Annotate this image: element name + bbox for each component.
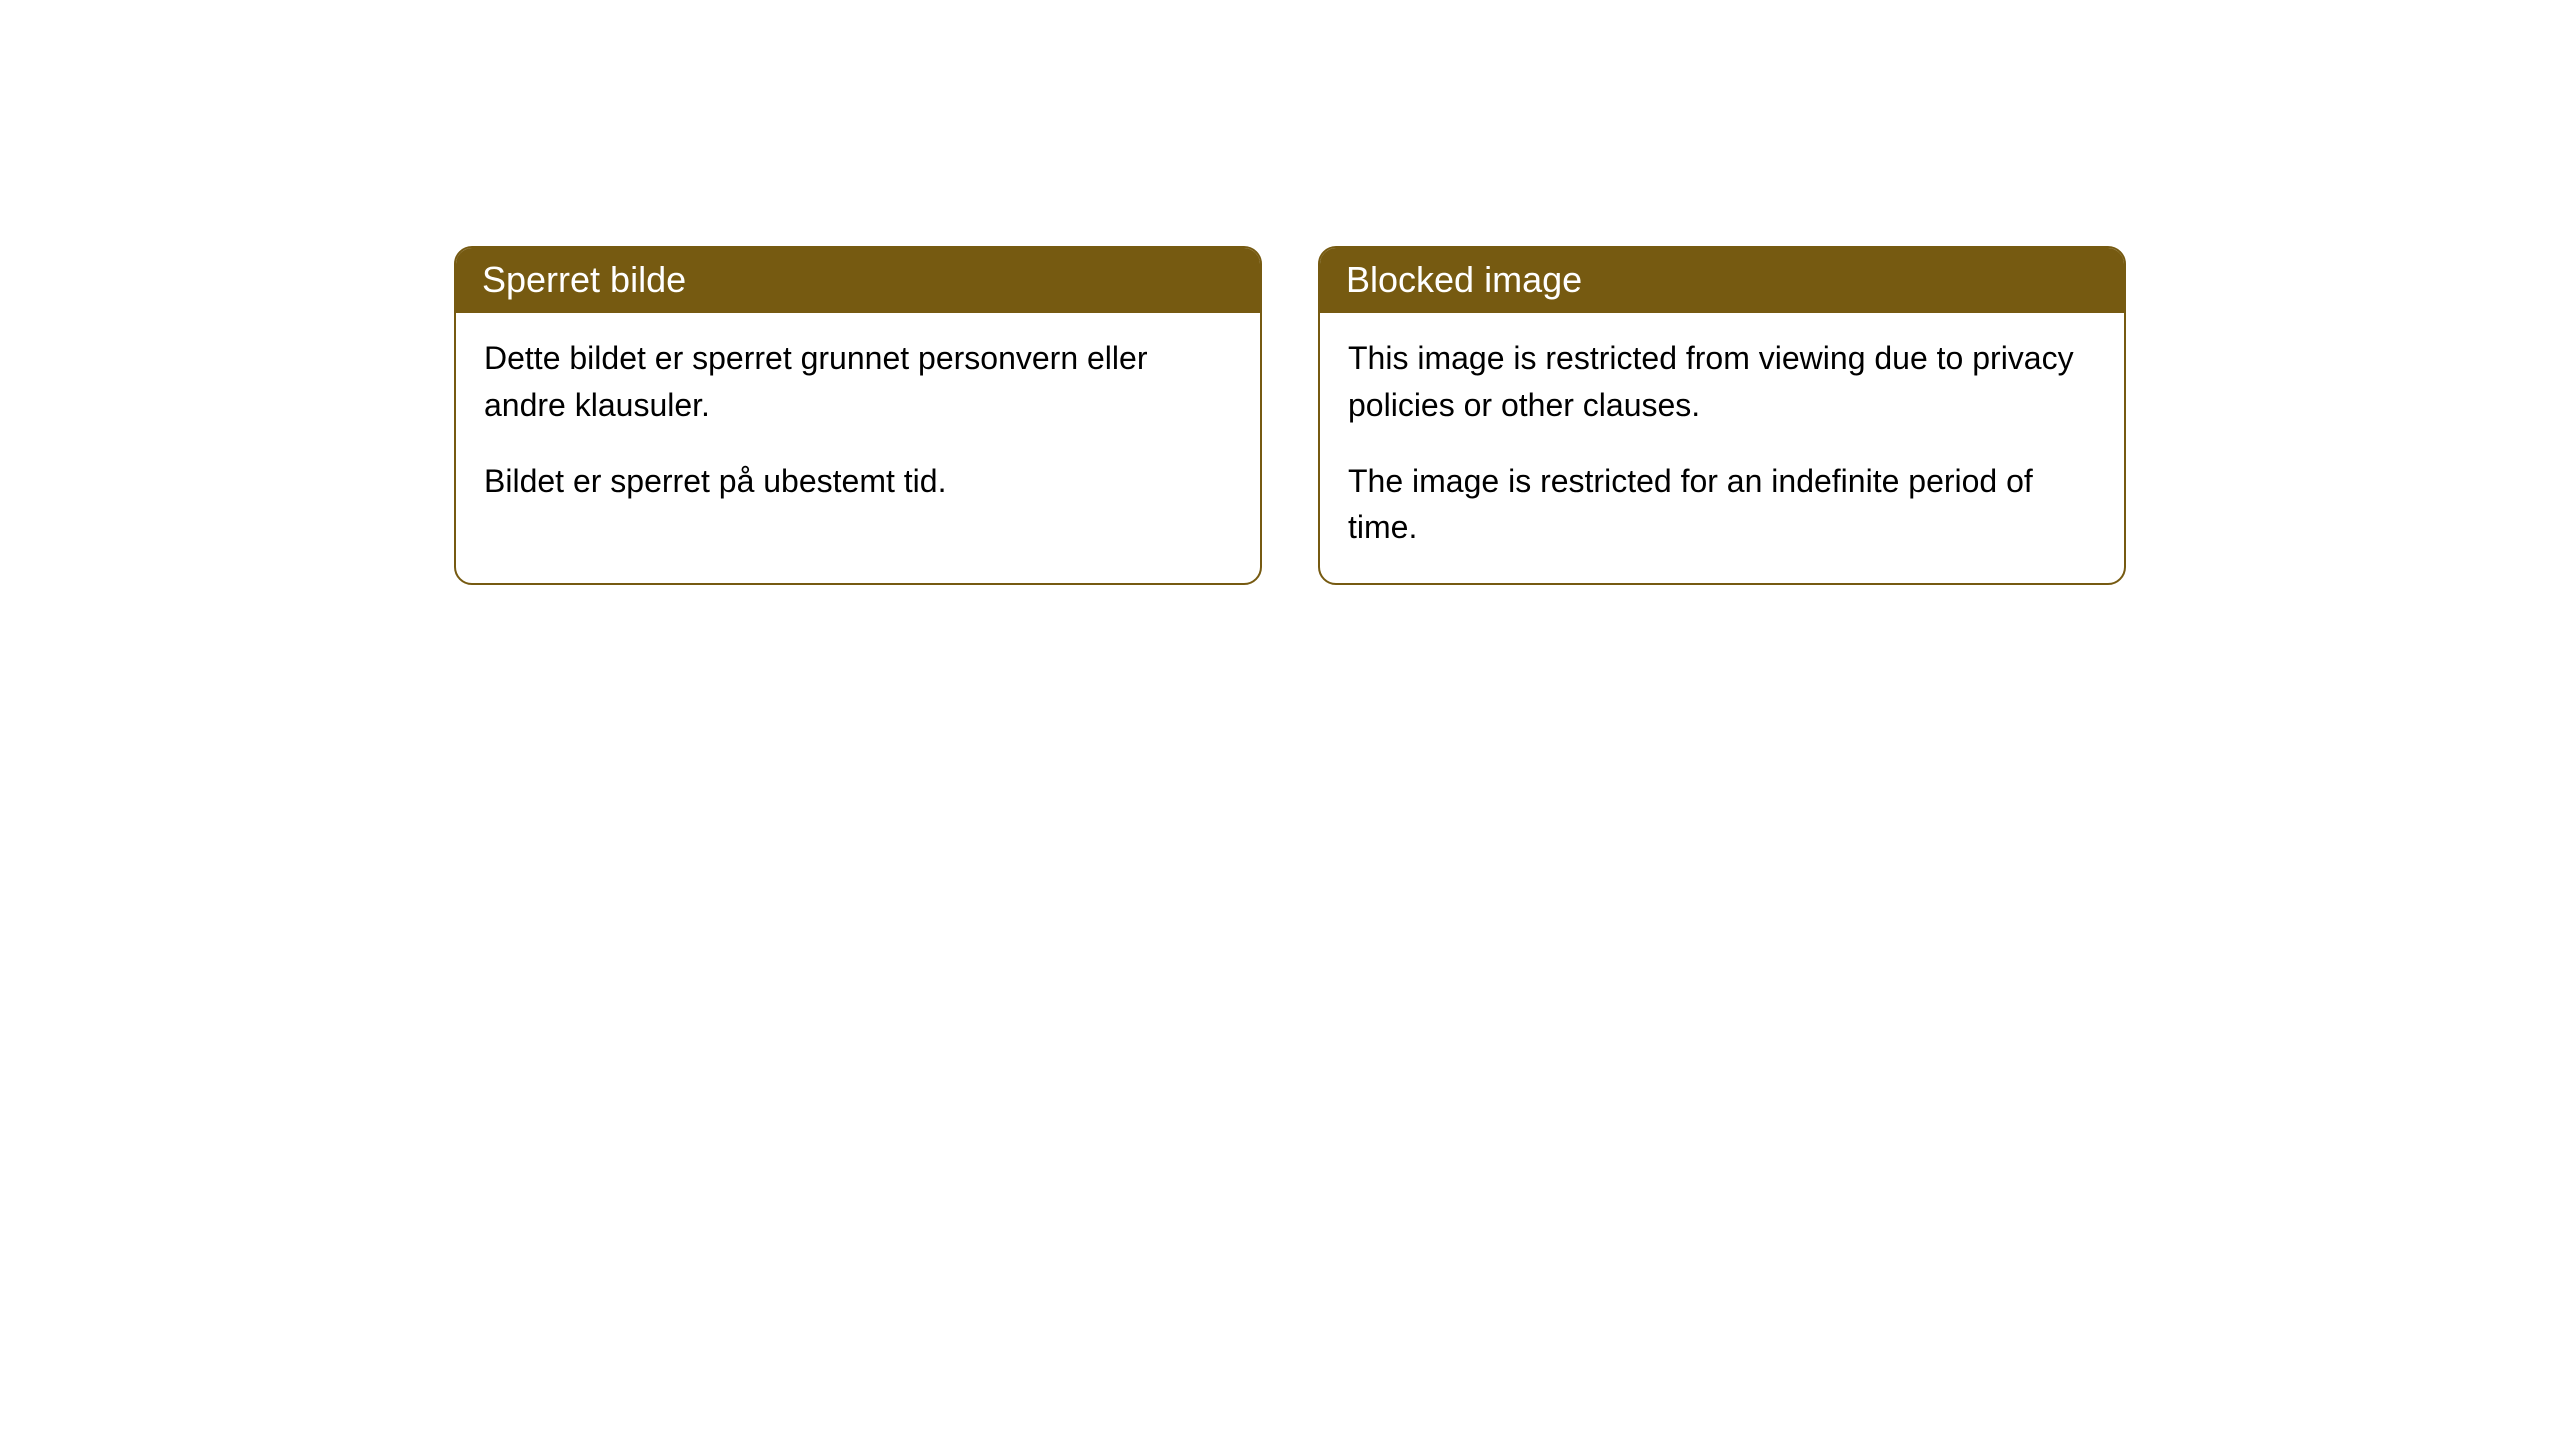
card-header-english: Blocked image xyxy=(1320,248,2124,313)
card-body-norwegian: Dette bildet er sperret grunnet personve… xyxy=(456,313,1260,536)
card-title-english: Blocked image xyxy=(1346,259,1582,300)
blocked-image-card-norwegian: Sperret bilde Dette bildet er sperret gr… xyxy=(454,246,1262,585)
card-paragraph-1-english: This image is restricted from viewing du… xyxy=(1348,335,2096,428)
card-body-english: This image is restricted from viewing du… xyxy=(1320,313,2124,583)
card-paragraph-2-norwegian: Bildet er sperret på ubestemt tid. xyxy=(484,458,1232,504)
card-paragraph-1-norwegian: Dette bildet er sperret grunnet personve… xyxy=(484,335,1232,428)
blocked-image-card-english: Blocked image This image is restricted f… xyxy=(1318,246,2126,585)
card-header-norwegian: Sperret bilde xyxy=(456,248,1260,313)
card-paragraph-2-english: The image is restricted for an indefinit… xyxy=(1348,458,2096,551)
notice-container: Sperret bilde Dette bildet er sperret gr… xyxy=(0,0,2560,585)
card-title-norwegian: Sperret bilde xyxy=(482,259,686,300)
